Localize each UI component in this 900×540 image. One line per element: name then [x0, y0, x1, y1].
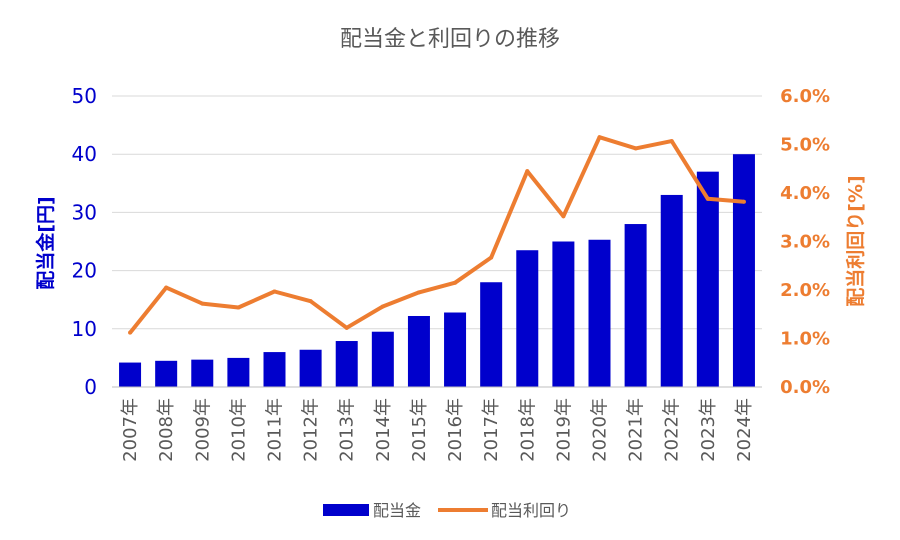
x-tick-label: 2023年: [698, 398, 719, 462]
y-tick-right: 3.0%: [780, 232, 830, 253]
bar: [299, 349, 322, 387]
x-tick-label: 2020年: [590, 398, 611, 462]
line-point: [705, 196, 710, 201]
line-series-yield: [128, 135, 746, 335]
x-tick-label: 2018年: [517, 398, 538, 462]
legend-label-yield: 配当利回り: [491, 501, 571, 520]
line-point: [741, 199, 746, 204]
yield-line: [128, 135, 745, 334]
line-point: [597, 135, 602, 140]
bar: [155, 360, 178, 387]
y-tick-left: 40: [72, 142, 97, 166]
bar: [660, 194, 683, 387]
y-tick-right: 4.0%: [780, 183, 830, 204]
legend: 配当金 配当利回り: [323, 501, 571, 520]
x-tick-label: 2022年: [662, 398, 683, 462]
bar: [696, 171, 719, 387]
line-point: [633, 146, 638, 151]
y-axis-right-label: 配当利回り[%]: [844, 175, 867, 306]
bar: [444, 312, 467, 387]
y-tick-left: 50: [72, 84, 97, 108]
x-tick-label: 2009年: [192, 398, 213, 462]
y-tick-left: 20: [72, 259, 97, 283]
x-tick-label: 2013年: [337, 398, 358, 462]
x-tick-label: 2007年: [120, 398, 141, 462]
line-point: [525, 169, 530, 174]
x-tick-label: 2016年: [445, 398, 466, 462]
x-tick-label: 2010年: [228, 398, 249, 462]
x-axis: 2007年 2008年 2009年 2010年 2011年 2012年 2013年 2014年…: [112, 386, 762, 462]
line-point: [128, 330, 133, 335]
y-axis-left: 0 10 20 30 40 50: [72, 84, 97, 399]
legend-label-dividend: 配当金: [373, 501, 421, 520]
line-point: [308, 299, 313, 304]
y-tick-right: 2.0%: [780, 280, 830, 301]
bar: [552, 241, 575, 387]
y-tick-right: 0.0%: [780, 377, 830, 398]
y-tick-right: 1.0%: [780, 329, 830, 350]
line-point: [489, 255, 494, 260]
bar: [480, 282, 503, 387]
line-point: [272, 289, 277, 294]
x-tick-label: 2008年: [156, 398, 177, 462]
y-axis-left-label: 配当金[円]: [34, 196, 57, 289]
legend-swatch-dividend: [323, 504, 369, 516]
line-point: [164, 285, 169, 290]
x-tick-label: 2021年: [626, 398, 647, 462]
line-point: [380, 304, 385, 309]
bar: [624, 224, 647, 387]
bar: [191, 359, 214, 387]
bar: [732, 154, 755, 387]
bar: [335, 341, 358, 387]
bar: [227, 357, 250, 387]
x-tick-label: 2015年: [409, 398, 430, 462]
line-point: [416, 290, 421, 295]
y-tick-left: 0: [84, 375, 97, 399]
line-point: [561, 214, 566, 219]
line-point: [344, 325, 349, 330]
x-tick-label: 2012年: [301, 398, 322, 462]
bar: [263, 352, 286, 387]
x-tick-label: 2011年: [265, 398, 286, 462]
chart-title: 配当金と利回りの推移: [340, 27, 560, 52]
line-point: [200, 301, 205, 306]
x-tick-label: 2014年: [373, 398, 394, 462]
y-tick-left: 30: [72, 200, 97, 224]
line-point: [453, 280, 458, 285]
bar-series-dividend: [119, 154, 755, 387]
bar: [119, 362, 142, 387]
bar: [407, 315, 430, 387]
bar: [516, 250, 539, 387]
line-point: [236, 305, 241, 310]
bar: [588, 239, 611, 387]
x-tick-label: 2019年: [553, 398, 574, 462]
bar: [371, 331, 394, 387]
y-tick-right: 5.0%: [780, 135, 830, 156]
y-axis-right: 0.0% 1.0% 2.0% 3.0% 4.0% 5.0% 6.0%: [780, 86, 830, 398]
y-tick-left: 10: [72, 317, 97, 341]
x-tick-label: 2024年: [734, 398, 755, 462]
y-tick-right: 6.0%: [780, 86, 830, 107]
line-point: [669, 139, 674, 144]
x-tick-label: 2017年: [481, 398, 502, 462]
